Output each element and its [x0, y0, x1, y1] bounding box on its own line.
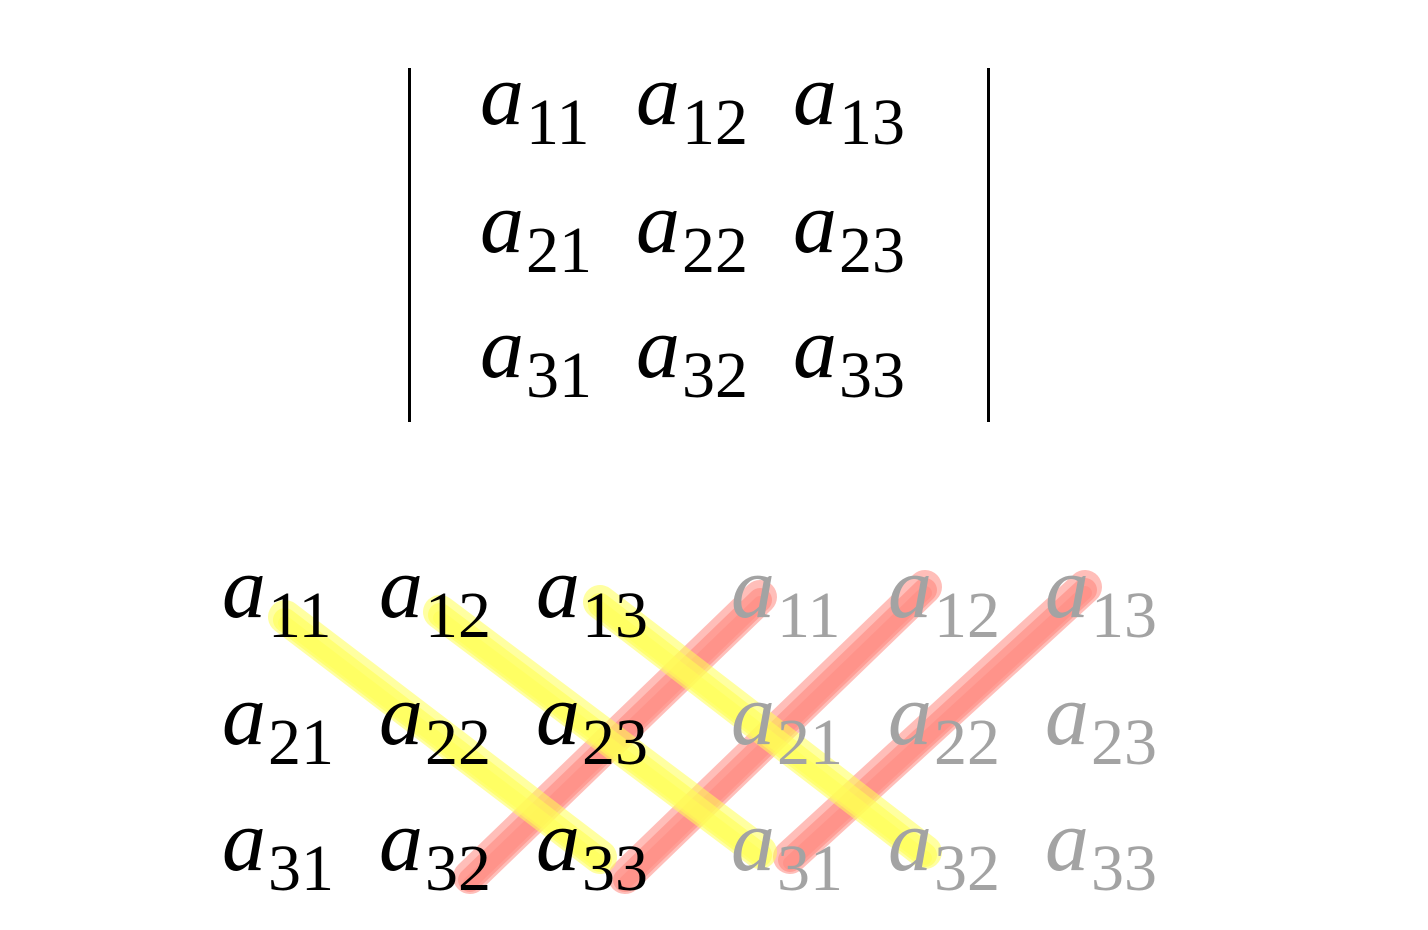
entry-subscript: 31 [268, 832, 334, 905]
entry-symbol: a [222, 540, 266, 637]
entry-symbol: a [731, 540, 775, 637]
entry-symbol: a [480, 47, 524, 144]
det-entry-r2c1: a21 [480, 180, 592, 268]
det-entry-r2c3: a23 [793, 180, 905, 268]
entry-subscript: 32 [934, 832, 1000, 905]
det-entry-r1c3: a13 [793, 52, 905, 140]
det-entry-r3c1: a31 [480, 305, 592, 393]
entry-subscript: 22 [934, 706, 1000, 779]
entry-subscript: 21 [526, 214, 592, 287]
entry-subscript: 23 [839, 214, 905, 287]
entry-subscript: 12 [425, 579, 491, 652]
sarrus-entry-r1c1: a11 [222, 545, 332, 633]
entry-subscript: 22 [682, 214, 748, 287]
entry-symbol: a [379, 667, 423, 764]
sarrus-entry-r2c2: a22 [379, 672, 491, 760]
entry-symbol: a [379, 540, 423, 637]
entry-subscript: 32 [682, 339, 748, 412]
det-entry-r3c3: a33 [793, 305, 905, 393]
entry-symbol: a [480, 175, 524, 272]
det-entry-r3c2: a32 [636, 305, 748, 393]
entry-subscript: 31 [777, 832, 843, 905]
sarrus-ghost-entry-r2c2: a22 [888, 672, 1000, 760]
entry-subscript: 11 [268, 579, 332, 652]
entry-symbol: a [379, 793, 423, 890]
det-entry-r2c2: a22 [636, 180, 748, 268]
entry-subscript: 12 [682, 86, 748, 159]
entry-subscript: 33 [839, 339, 905, 412]
entry-symbol: a [731, 793, 775, 890]
entry-symbol: a [793, 47, 837, 144]
sarrus-ghost-entry-r1c3: a13 [1045, 545, 1157, 633]
entry-subscript: 11 [526, 86, 590, 159]
entry-subscript: 13 [582, 579, 648, 652]
entry-subscript: 11 [777, 579, 841, 652]
entry-subscript: 21 [268, 706, 334, 779]
entry-symbol: a [1045, 540, 1089, 637]
entry-subscript: 22 [425, 706, 491, 779]
entry-subscript: 33 [582, 832, 648, 905]
entry-subscript: 32 [425, 832, 491, 905]
sarrus-entry-r3c1: a31 [222, 798, 334, 886]
sarrus-ghost-entry-r1c2: a12 [888, 545, 1000, 633]
entry-symbol: a [793, 300, 837, 397]
det-entry-r1c2: a12 [636, 52, 748, 140]
entry-subscript: 13 [839, 86, 905, 159]
det-entry-r1c1: a11 [480, 52, 590, 140]
entry-symbol: a [222, 667, 266, 764]
entry-symbol: a [731, 667, 775, 764]
entry-subscript: 13 [1091, 579, 1157, 652]
sarrus-entry-r2c1: a21 [222, 672, 334, 760]
entry-symbol: a [888, 793, 932, 890]
entry-symbol: a [636, 47, 680, 144]
sarrus-entry-r3c3: a33 [536, 798, 648, 886]
sarrus-ghost-entry-r2c3: a23 [1045, 672, 1157, 760]
entry-symbol: a [888, 667, 932, 764]
entry-subscript: 21 [777, 706, 843, 779]
entry-symbol: a [536, 793, 580, 890]
sarrus-entry-r1c2: a12 [379, 545, 491, 633]
entry-symbol: a [793, 175, 837, 272]
entry-symbol: a [222, 793, 266, 890]
sarrus-ghost-entry-r3c3: a33 [1045, 798, 1157, 886]
entry-symbol: a [636, 175, 680, 272]
sarrus-ghost-entry-r2c1: a21 [731, 672, 843, 760]
entry-symbol: a [536, 667, 580, 764]
entry-symbol: a [636, 300, 680, 397]
sarrus-entry-r2c3: a23 [536, 672, 648, 760]
entry-subscript: 33 [1091, 832, 1157, 905]
entry-subscript: 23 [1091, 706, 1157, 779]
entry-subscript: 31 [526, 339, 592, 412]
sarrus-ghost-entry-r3c2: a32 [888, 798, 1000, 886]
entry-symbol: a [1045, 667, 1089, 764]
sarrus-ghost-entry-r3c1: a31 [731, 798, 843, 886]
entry-symbol: a [480, 300, 524, 397]
entry-subscript: 12 [934, 579, 1000, 652]
sarrus-ghost-entry-r1c1: a11 [731, 545, 841, 633]
sarrus-entry-r1c3: a13 [536, 545, 648, 633]
entry-symbol: a [888, 540, 932, 637]
sarrus-entry-r3c2: a32 [379, 798, 491, 886]
entry-symbol: a [536, 540, 580, 637]
entry-symbol: a [1045, 793, 1089, 890]
entry-subscript: 23 [582, 706, 648, 779]
